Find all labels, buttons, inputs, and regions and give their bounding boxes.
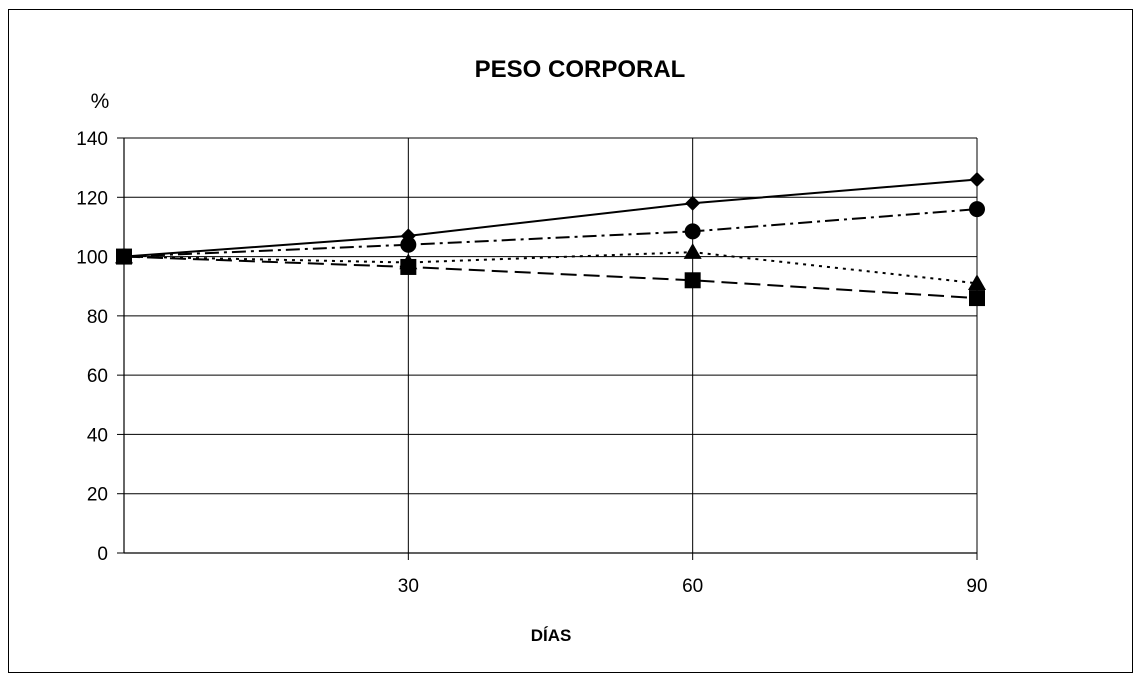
- series-square: [123, 255, 978, 300]
- y-tick-label: 80: [87, 307, 108, 328]
- square-marker: [400, 258, 417, 275]
- x-tick-label: 60: [682, 576, 703, 597]
- series-triangle: [123, 251, 978, 285]
- circle-marker: [400, 236, 417, 253]
- circle-marker: [969, 201, 985, 218]
- diamond-marker: [969, 172, 985, 187]
- triangle-marker: [968, 274, 986, 290]
- y-tick-label: 100: [76, 248, 108, 269]
- triangle-marker: [683, 243, 702, 259]
- square-marker: [684, 272, 701, 289]
- square-marker: [116, 248, 132, 265]
- y-tick-label: 40: [87, 425, 108, 446]
- tick-labels: 0 20 40 60 80 100 120 140 30 60 90: [76, 129, 987, 597]
- series-line-circle: [123, 208, 978, 258]
- square-marker: [969, 290, 985, 307]
- chart-frame: [8, 9, 1133, 673]
- x-tick-label: 30: [398, 576, 419, 597]
- circle-marker: [684, 223, 701, 240]
- y-tick-label: 20: [87, 485, 108, 506]
- series-circle: [123, 208, 978, 258]
- series-group: [115, 172, 986, 307]
- y-tick-label: 120: [76, 188, 108, 209]
- y-tick-label: 0: [97, 544, 108, 565]
- x-tick-label: 90: [966, 576, 987, 597]
- series-markers-triangle: [115, 243, 986, 290]
- series-line-diamond: [123, 178, 978, 258]
- series-markers-square: [116, 248, 985, 307]
- series-line-square: [123, 255, 978, 300]
- series-diamond: [123, 178, 978, 258]
- y-tick-label: 140: [76, 129, 108, 150]
- diamond-marker: [685, 195, 701, 211]
- grid: [124, 137, 978, 553]
- series-markers-circle: [116, 201, 985, 265]
- x-axis-title: DÍAS: [531, 626, 572, 645]
- series-line-triangle: [123, 251, 978, 285]
- axes: [117, 137, 978, 560]
- chart-title: PESO CORPORAL: [475, 56, 686, 83]
- y-axis-unit-label: %: [91, 90, 110, 113]
- y-tick-label: 60: [87, 366, 108, 387]
